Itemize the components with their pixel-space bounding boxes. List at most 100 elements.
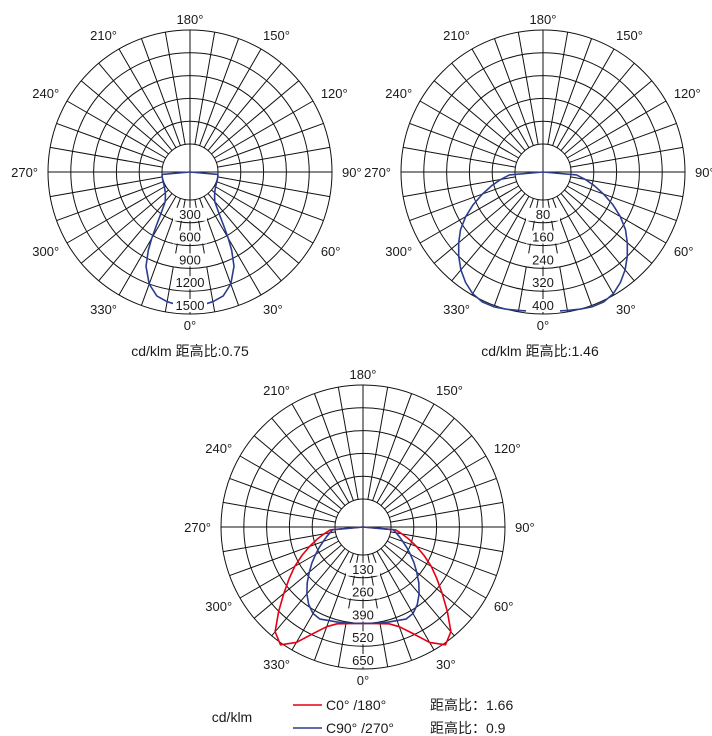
angle-label: 270° bbox=[184, 520, 211, 535]
angle-label: 270° bbox=[364, 165, 391, 180]
radial-tick-bg bbox=[346, 654, 380, 667]
polar-curve-series-1 bbox=[145, 171, 235, 308]
radial-tick-label: 160 bbox=[532, 230, 554, 245]
polar-spoke bbox=[56, 122, 164, 163]
angle-label: 180° bbox=[530, 12, 557, 27]
polar-spoke bbox=[199, 38, 240, 146]
polar-spoke bbox=[517, 32, 539, 145]
radial-tick-label: 300 bbox=[179, 207, 201, 222]
polar-spoke bbox=[207, 62, 282, 151]
polar-spoke bbox=[203, 48, 262, 149]
radial-tick-bg bbox=[346, 585, 380, 599]
legend-label-c0: C0° /180° bbox=[326, 697, 386, 713]
polar-spoke bbox=[66, 100, 167, 159]
polar-spoke bbox=[253, 435, 342, 510]
radial-tick-bg bbox=[173, 253, 207, 267]
radial-tick-label: 1200 bbox=[176, 275, 205, 290]
angle-label: 120° bbox=[674, 86, 701, 101]
polar-spoke bbox=[217, 146, 330, 168]
polar-spoke bbox=[337, 387, 359, 500]
polar-spoke bbox=[217, 176, 330, 198]
angle-label: 60° bbox=[321, 244, 341, 259]
polar-spoke bbox=[50, 176, 163, 198]
polar-spoke bbox=[560, 62, 635, 151]
legend-ratio-c90: 距高比：0.9 bbox=[430, 720, 506, 736]
polar-spoke bbox=[367, 387, 389, 500]
radial-tick-label: 400 bbox=[532, 298, 554, 313]
polar-spoke bbox=[389, 477, 497, 518]
polar-spoke bbox=[271, 548, 346, 637]
polar-spoke bbox=[313, 393, 354, 501]
polar-spoke bbox=[389, 536, 497, 577]
angle-label: 60° bbox=[494, 599, 514, 614]
radial-tick-bg bbox=[346, 562, 380, 576]
radial-tick-label: 900 bbox=[179, 252, 201, 267]
angle-label: 150° bbox=[263, 28, 290, 43]
angle-label: 300° bbox=[205, 599, 232, 614]
polar-spoke bbox=[390, 501, 503, 523]
angle-label: 240° bbox=[32, 86, 59, 101]
polar-spoke bbox=[211, 80, 300, 155]
angle-label: 150° bbox=[436, 383, 463, 398]
angle-label: 0° bbox=[537, 318, 549, 333]
polar-spoke bbox=[556, 48, 615, 149]
polar-spoke bbox=[203, 195, 262, 296]
polar-spoke bbox=[471, 195, 530, 296]
polar-spoke bbox=[216, 181, 324, 222]
radial-tick-bg bbox=[346, 608, 380, 622]
polar-spoke bbox=[493, 38, 534, 146]
polar-spoke bbox=[80, 189, 169, 264]
angle-label: 300° bbox=[385, 244, 412, 259]
polar-spoke bbox=[564, 189, 653, 264]
angle-label: 90° bbox=[515, 520, 535, 535]
angle-label: 90° bbox=[695, 165, 712, 180]
angle-label: 240° bbox=[205, 441, 232, 456]
radial-tick-label: 1500 bbox=[176, 298, 205, 313]
radial-tick-bg bbox=[526, 299, 560, 312]
radial-tick-label: 650 bbox=[352, 653, 374, 668]
polar-spoke bbox=[556, 195, 615, 296]
polar-spoke bbox=[419, 185, 520, 244]
polar-spoke bbox=[239, 455, 340, 514]
angle-label: 330° bbox=[443, 302, 470, 317]
angle-label: 60° bbox=[674, 244, 694, 259]
polar-spoke bbox=[50, 146, 163, 168]
radial-tick-label: 260 bbox=[352, 585, 374, 600]
polar-spoke bbox=[547, 32, 569, 145]
legend-ratio-c0: 距高比：1.66 bbox=[430, 697, 513, 713]
angle-label: 120° bbox=[321, 86, 348, 101]
angle-label: 30° bbox=[263, 302, 283, 317]
polar-spoke bbox=[390, 531, 503, 553]
angle-label: 240° bbox=[385, 86, 412, 101]
polar-spoke bbox=[564, 80, 653, 155]
polar-spoke bbox=[118, 48, 177, 149]
polar-chart-1: 300 600 900 1200 1500 0° 30° 60° 90° 120° 150° 180°… bbox=[11, 12, 362, 333]
polar-spoke bbox=[223, 501, 336, 523]
polar-spoke bbox=[291, 403, 350, 504]
polar-spoke bbox=[253, 544, 342, 619]
polar-chart-2: 80 160 240 320 400 0° 30° 60° 90° 120° 150° 180° 210… bbox=[364, 12, 712, 333]
polar-spoke bbox=[118, 195, 177, 296]
angle-label: 300° bbox=[32, 244, 59, 259]
angle-label: 180° bbox=[350, 367, 377, 382]
radial-tick-label: 520 bbox=[352, 630, 374, 645]
angle-label: 180° bbox=[177, 12, 204, 27]
radial-tick-bg bbox=[526, 276, 560, 290]
polar-spoke bbox=[291, 550, 350, 651]
radial-tick-bg bbox=[526, 207, 560, 221]
radial-tick-label: 240 bbox=[532, 252, 554, 267]
angle-label: 120° bbox=[494, 441, 521, 456]
angle-label: 90° bbox=[342, 165, 362, 180]
polar-spoke bbox=[211, 189, 300, 264]
caption-chart-2: cd/klm 距高比:1.46 bbox=[481, 343, 599, 359]
polar-spoke bbox=[570, 146, 683, 168]
angle-label: 0° bbox=[357, 673, 369, 688]
polar-spoke bbox=[433, 189, 522, 264]
polar-spoke bbox=[380, 417, 455, 506]
polar-spoke bbox=[98, 62, 173, 151]
radial-tick-bg bbox=[526, 253, 560, 267]
polar-spoke bbox=[223, 531, 336, 553]
polar-spoke bbox=[164, 32, 186, 145]
angle-label: 150° bbox=[616, 28, 643, 43]
angle-label: 210° bbox=[443, 28, 470, 43]
